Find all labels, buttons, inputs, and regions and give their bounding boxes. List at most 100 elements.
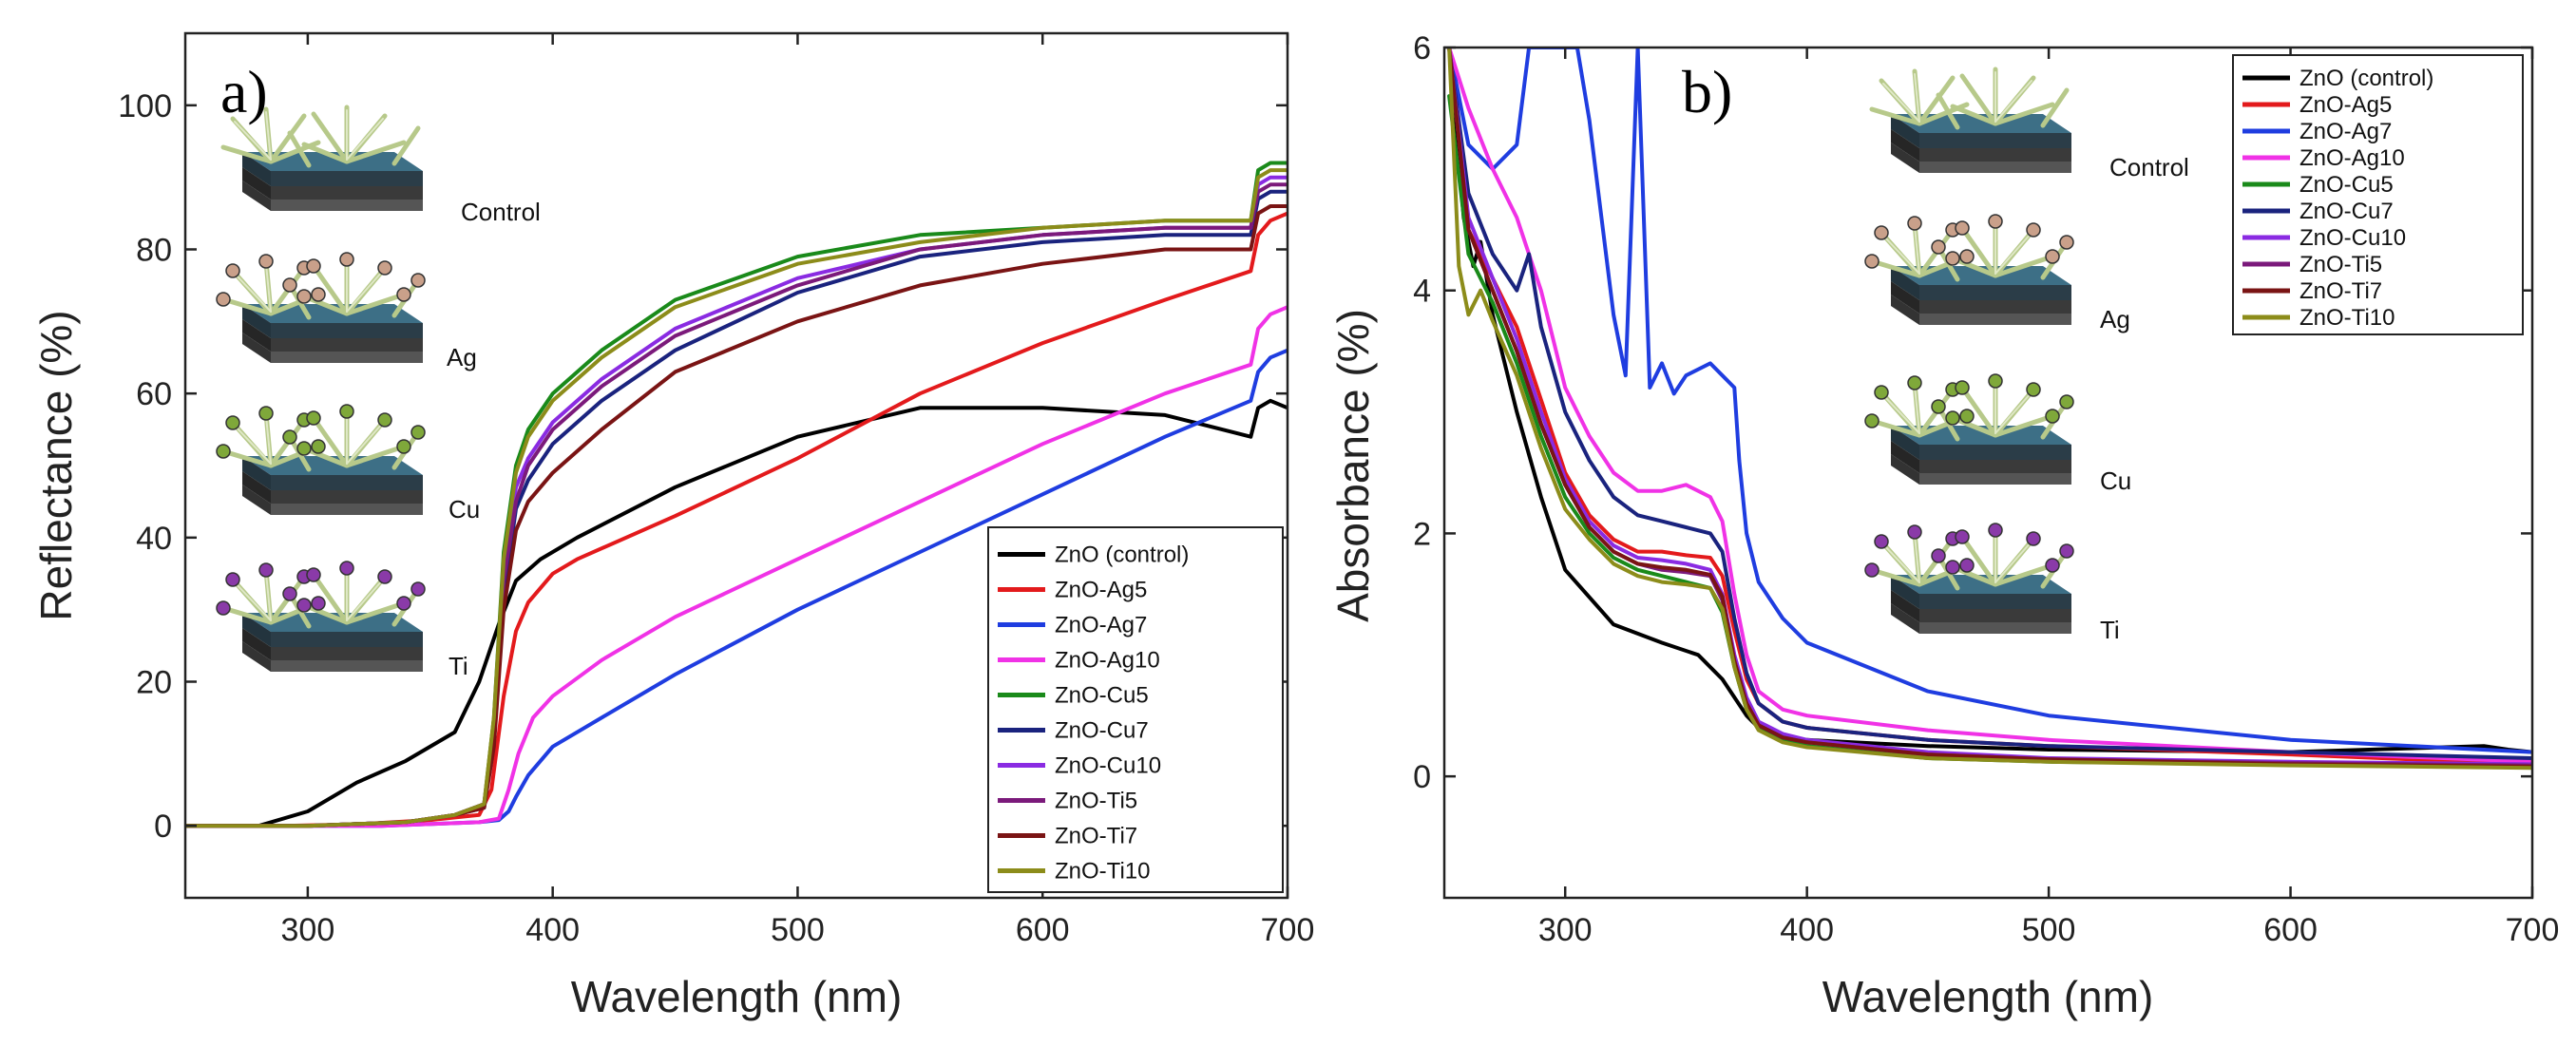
x-tick-label-b-500: 500 — [2022, 912, 2076, 948]
inset-label-cu-a: Cu — [448, 495, 480, 524]
y-tick-label-a-40: 40 — [136, 521, 172, 557]
legend-label-a-zno-ag5: ZnO-Ag5 — [1055, 578, 1147, 603]
nanoparticle-b-ag-6 — [1988, 214, 2003, 229]
nanoparticle-a-cu-5 — [306, 410, 321, 426]
legend-label-b-zno-ag5: ZnO-Ag5 — [2299, 92, 2392, 118]
y-tick-label-b-0: 0 — [1413, 759, 1431, 795]
nanoparticle-a-cu-10 — [410, 425, 426, 440]
series-line-b-zno-ag7 — [1447, 48, 2532, 754]
legend-label-a-zno-ti7: ZnO-Ti7 — [1055, 824, 1137, 849]
legend-box-b — [2232, 54, 2524, 335]
nanoparticle-a-ag-10 — [410, 273, 426, 288]
series-line-b-zno-ti7 — [1447, 48, 2532, 769]
nanoparticle-a-ag-11 — [282, 277, 297, 293]
legend-a: ZnO (control) ZnO-Ag5 ZnO-Ag7 ZnO-Ag10 ZnO-C… — [987, 526, 1284, 893]
panel-label-b: b) — [1682, 58, 1732, 125]
nanoparticle-b-ag-4 — [1959, 249, 1975, 264]
nanoparticle-b-cu-11 — [1931, 399, 1946, 414]
inset-schematic-a-cu — [216, 404, 426, 515]
y-axis-title-a: Reflectance (%) — [31, 310, 81, 620]
series-line-a-zno-control — [185, 398, 1288, 828]
x-tick-label-a-600: 600 — [1016, 912, 1070, 948]
nanoparticle-a-ti-6 — [339, 561, 354, 576]
nanoparticle-b-ag-7 — [2026, 222, 2041, 238]
nanoparticle-a-ag-8 — [296, 289, 312, 304]
nanoparticle-b-cu-4 — [1959, 409, 1975, 424]
series-line-b-zno-cu10 — [1447, 48, 2532, 767]
inset-schematic-a-ti — [216, 561, 426, 672]
legend-label-b-zno-ag10: ZnO-Ag10 — [2299, 145, 2405, 171]
series-line-b-zno-cu7 — [1447, 48, 2532, 760]
nanoparticle-b-cu-0 — [1874, 385, 1889, 400]
nanoparticle-a-ag-3 — [216, 292, 231, 307]
series-line-a-zno-ag10 — [185, 305, 1288, 828]
nanoparticle-a-ag-1 — [258, 254, 274, 269]
x-tick-label-b-400: 400 — [1780, 912, 1834, 948]
series-group-a — [185, 161, 1288, 828]
nanoparticle-b-cu-6 — [1988, 373, 2003, 389]
legend-label-b-zno-cu7: ZnO-Cu7 — [2299, 199, 2394, 224]
nanoparticle-b-cu-7 — [2026, 382, 2041, 397]
legend-label-a-zno-ti5: ZnO-Ti5 — [1055, 789, 1137, 814]
legend-label-a-zno-ag10: ZnO-Ag10 — [1055, 648, 1160, 674]
inset-schematic-b-cu — [1864, 373, 2074, 485]
nanoparticle-b-ti-9 — [2045, 558, 2060, 573]
nanoparticle-b-ag-5 — [1955, 220, 1970, 236]
nanoparticle-a-cu-1 — [258, 406, 274, 421]
nanoparticle-b-cu-3 — [1864, 413, 1880, 428]
nanoparticle-a-ti-0 — [225, 572, 240, 587]
y-axis-title-b: Absorbance (%) — [1328, 309, 1378, 622]
nanoparticle-b-ti-5 — [1955, 529, 1970, 544]
nanoparticle-b-cu-5 — [1955, 380, 1970, 395]
inset-label-control-b: Control — [2109, 153, 2189, 181]
y-tick-label-b-4: 4 — [1413, 274, 1431, 310]
inset-schematic-b-control — [1872, 69, 2071, 173]
nanoparticle-b-ti-8 — [1945, 560, 1960, 575]
nanoparticle-a-cu-4 — [311, 439, 326, 454]
plot-frame-a — [183, 31, 1289, 900]
nanoparticle-a-cu-11 — [282, 429, 297, 445]
legend-label-a-zno-cu5: ZnO-Cu5 — [1055, 683, 1149, 709]
legend-label-b-zno-ag7: ZnO-Ag7 — [2299, 119, 2392, 144]
legend-b: ZnO (control)ZnO-Ag5ZnO-Ag7ZnO-Ag10ZnO-C… — [2232, 54, 2524, 335]
x-tick-label-a-400: 400 — [525, 912, 580, 948]
legend-label-a-zno-ti10: ZnO-Ti10 — [1055, 859, 1150, 885]
legend-label-b-zno-cu5: ZnO-Cu5 — [2299, 172, 2394, 198]
x-tick-label-b-600: 600 — [2263, 912, 2318, 948]
nanoparticle-a-ag-7 — [377, 260, 392, 276]
nanoparticle-b-ti-3 — [1864, 562, 1880, 578]
legend-label-b-zno-cu10: ZnO-Cu10 — [2299, 225, 2406, 251]
series-group-b — [1447, 48, 2532, 771]
nanoparticle-b-ag-3 — [1864, 254, 1880, 269]
nanoparticle-a-cu-0 — [225, 415, 240, 430]
legend-label-a-zno-ag7: ZnO-Ag7 — [1055, 613, 1147, 638]
panel-label-a: a) — [220, 58, 268, 125]
nanoparticle-b-cu-8 — [1945, 410, 1960, 426]
inset-label-cu-b: Cu — [2100, 466, 2131, 495]
x-tick-label-b-700: 700 — [2506, 912, 2560, 948]
nanoparticle-a-cu-7 — [377, 412, 392, 428]
nanoparticle-b-ti-1 — [1907, 524, 1922, 540]
nanoparticle-b-ti-10 — [2059, 543, 2074, 559]
x-tick-label-a-300: 300 — [281, 912, 335, 948]
nanoparticle-a-cu-6 — [339, 404, 354, 419]
nanoparticle-a-ti-9 — [396, 596, 411, 611]
inset-schematic-a-ag — [216, 252, 426, 363]
nanoparticle-a-ag-6 — [339, 252, 354, 267]
panel-a: 300 400 500 600 700 0 20 40 60 80 100 Wavelength (n… — [31, 31, 1314, 1021]
y-tick-label-a-60: 60 — [136, 376, 172, 412]
nanoparticle-a-ti-1 — [258, 562, 274, 578]
inset-schematic-b-ag — [1864, 214, 2074, 325]
nanoparticle-b-ag-0 — [1874, 225, 1889, 240]
x-tick-label-b-300: 300 — [1538, 912, 1593, 948]
legend-label-b-zno-ti5: ZnO-Ti5 — [2299, 252, 2382, 277]
legend-label-a-zno-cu10: ZnO-Cu10 — [1055, 753, 1161, 779]
inset-label-ag-a: Ag — [447, 343, 477, 371]
x-axis-title-a: Wavelength (nm) — [571, 972, 903, 1021]
nanoparticle-b-ti-7 — [2026, 531, 2041, 546]
nanoparticle-b-ag-8 — [1945, 251, 1960, 266]
nanoparticle-b-ag-9 — [2045, 249, 2060, 264]
nanoparticle-a-ag-9 — [396, 287, 411, 302]
nanoparticle-a-ti-11 — [282, 586, 297, 601]
